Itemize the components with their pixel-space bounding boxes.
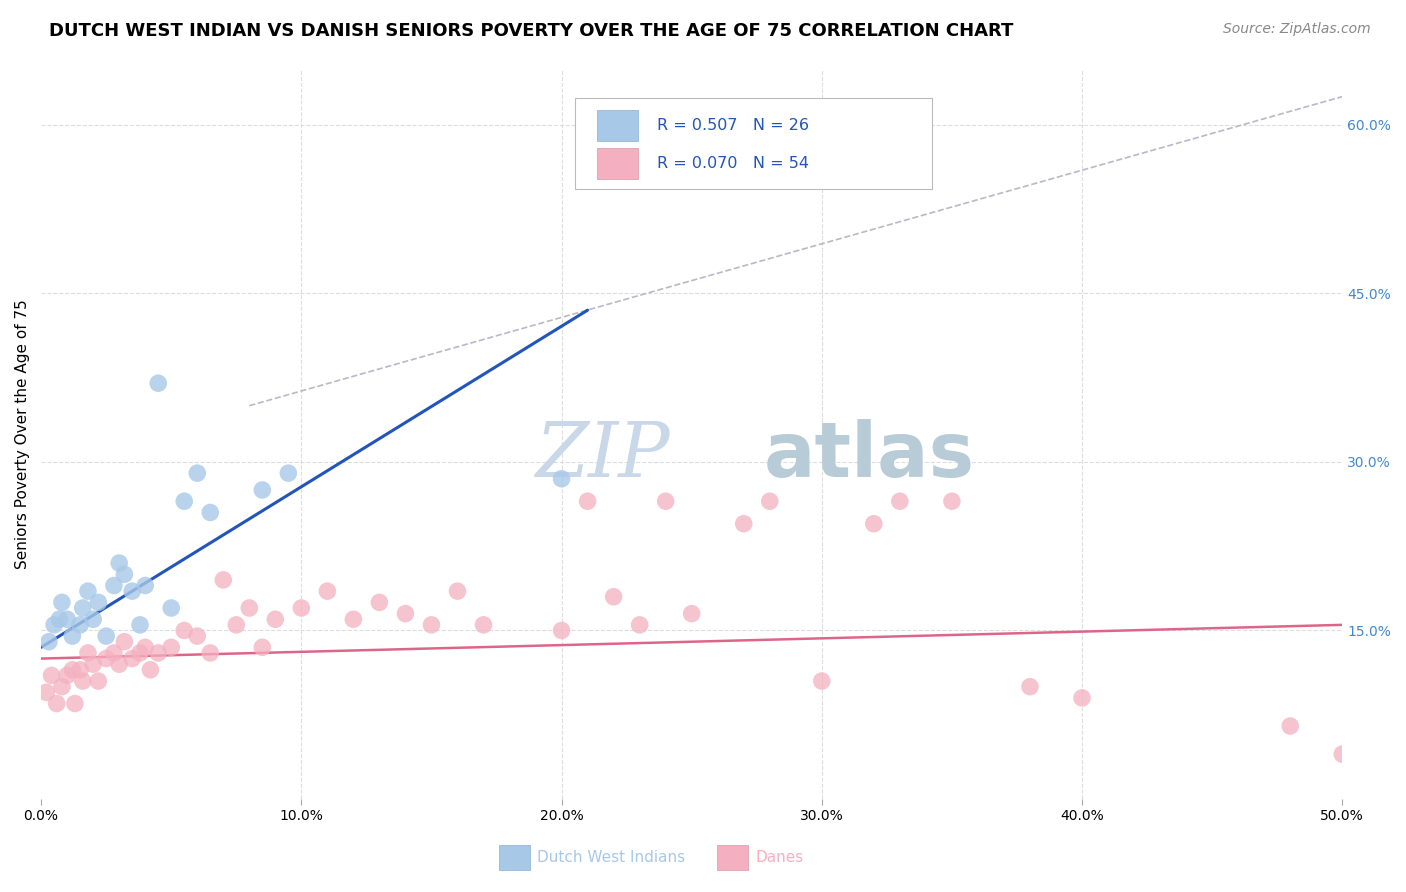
Point	[186, 466, 208, 480]
Point	[1331, 747, 1354, 761]
Point	[186, 629, 208, 643]
Text: R = 0.507   N = 26: R = 0.507 N = 26	[657, 118, 808, 133]
Point	[77, 646, 100, 660]
Point	[77, 584, 100, 599]
Point	[69, 618, 91, 632]
Point	[160, 601, 183, 615]
Point	[103, 646, 125, 660]
Point	[96, 629, 118, 643]
Point	[889, 494, 911, 508]
Point	[134, 640, 156, 655]
Point	[60, 663, 83, 677]
Point	[394, 607, 416, 621]
Point	[160, 640, 183, 655]
Point	[733, 516, 755, 531]
Point	[200, 646, 222, 660]
Point	[69, 663, 91, 677]
Point	[38, 634, 60, 648]
Point	[121, 584, 143, 599]
Point	[42, 618, 65, 632]
Point	[472, 618, 495, 632]
Point	[96, 651, 118, 665]
Point	[112, 567, 135, 582]
Point	[446, 584, 468, 599]
Point	[60, 629, 83, 643]
FancyBboxPatch shape	[575, 98, 932, 189]
Point	[129, 618, 152, 632]
Point	[1071, 690, 1094, 705]
Point	[63, 697, 86, 711]
Point	[252, 640, 274, 655]
Point	[82, 657, 104, 672]
Point	[316, 584, 339, 599]
Bar	[596, 148, 638, 178]
Y-axis label: Seniors Poverty Over the Age of 75: Seniors Poverty Over the Age of 75	[15, 299, 30, 569]
Point	[252, 483, 274, 497]
Point	[681, 607, 703, 621]
Point	[173, 624, 195, 638]
Point	[576, 494, 599, 508]
Text: R = 0.070   N = 54: R = 0.070 N = 54	[657, 156, 808, 171]
Point	[82, 612, 104, 626]
Point	[87, 674, 110, 689]
Point	[212, 573, 235, 587]
Text: Dutch West Indians: Dutch West Indians	[537, 850, 685, 864]
Point	[35, 685, 58, 699]
Point	[139, 663, 162, 677]
Point	[290, 601, 312, 615]
Point	[1019, 680, 1042, 694]
Point	[810, 674, 832, 689]
Point	[941, 494, 963, 508]
Point	[51, 595, 73, 609]
Point	[87, 595, 110, 609]
Text: Danes: Danes	[755, 850, 803, 864]
Point	[56, 668, 79, 682]
Point	[108, 556, 131, 570]
Point	[420, 618, 443, 632]
Point	[45, 697, 67, 711]
Bar	[596, 110, 638, 141]
Point	[108, 657, 131, 672]
Point	[277, 466, 299, 480]
Point	[121, 651, 143, 665]
Text: DUTCH WEST INDIAN VS DANISH SENIORS POVERTY OVER THE AGE OF 75 CORRELATION CHART: DUTCH WEST INDIAN VS DANISH SENIORS POVE…	[49, 22, 1014, 40]
Text: ZIP: ZIP	[536, 418, 671, 492]
Point	[863, 516, 886, 531]
Text: atlas: atlas	[763, 418, 974, 492]
Point	[48, 612, 70, 626]
Point	[342, 612, 364, 626]
Point	[225, 618, 247, 632]
Point	[654, 494, 676, 508]
Point	[148, 376, 170, 391]
Point	[1279, 719, 1302, 733]
Point	[72, 601, 94, 615]
Point	[550, 472, 572, 486]
Point	[264, 612, 287, 626]
Point	[41, 668, 63, 682]
Point	[51, 680, 73, 694]
Point	[368, 595, 391, 609]
Point	[200, 506, 222, 520]
Point	[758, 494, 780, 508]
Point	[550, 624, 572, 638]
Point	[56, 612, 79, 626]
Point	[134, 578, 156, 592]
Point	[72, 674, 94, 689]
Point	[238, 601, 260, 615]
Point	[103, 578, 125, 592]
Point	[112, 634, 135, 648]
Point	[148, 646, 170, 660]
Point	[628, 618, 651, 632]
Point	[129, 646, 152, 660]
Point	[173, 494, 195, 508]
Text: Source: ZipAtlas.com: Source: ZipAtlas.com	[1223, 22, 1371, 37]
Point	[602, 590, 624, 604]
